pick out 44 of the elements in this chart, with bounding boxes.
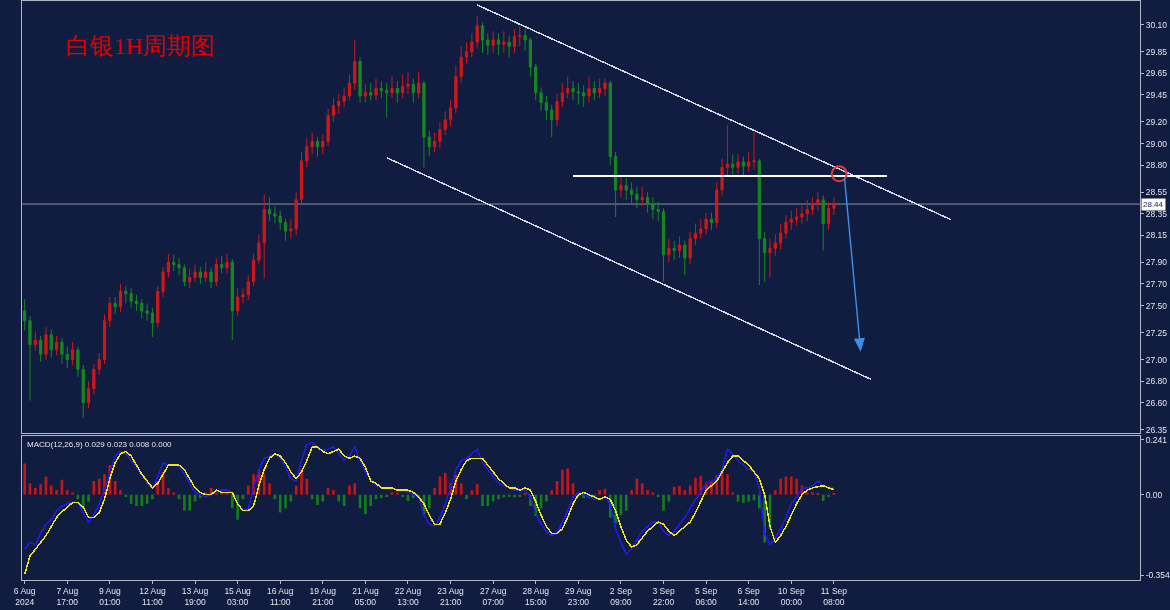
y-tick-label: 27.25 (1145, 327, 1168, 338)
y-tick-label: 26.80 (1145, 376, 1168, 387)
y-tick-label: 27.70 (1145, 278, 1168, 289)
y-tick-label: 30.10 (1145, 19, 1168, 30)
x-tick-label: 21 Aug 05:00 (352, 586, 379, 608)
y-tick-label: 29.20 (1145, 116, 1168, 127)
text: MACD(12,26,9) 0.029 0.023 0.008 0.000 (27, 440, 173, 449)
x-tick-label: 23 Aug 21:00 (437, 586, 465, 608)
x-tick-label: 9 Aug 01:00 (98, 586, 121, 608)
text: 白银1H周期图 (66, 33, 216, 59)
y-tick-label: 27.50 (1145, 300, 1168, 311)
x-tick-label: 22 Aug 13:00 (394, 586, 422, 608)
x-tick-label: 16 Aug 11:00 (266, 586, 294, 608)
x-tick-label: 12 Aug 11:00 (139, 586, 166, 608)
x-tick-label: 15 Aug 03:00 (224, 586, 252, 608)
x-tick-label: 10 Sep 00:00 (777, 586, 806, 608)
y-tick-label: 26.60 (1145, 397, 1168, 408)
x-tick-label: 7 Aug 17:00 (56, 586, 79, 608)
x-tick-label: 11 Sep 08:00 (820, 586, 848, 608)
x-tick-label: 27 Aug 07:00 (479, 586, 507, 608)
y-tick-label: 29.65 (1145, 68, 1168, 79)
y-tick-label: 29.45 (1145, 89, 1168, 100)
y-tick-label: 28.55 (1145, 187, 1168, 198)
x-tick-label: 13 Aug 19:00 (181, 586, 209, 608)
y-tick-label: 28.80 (1145, 160, 1168, 171)
x-tick-label: 19 Aug 21:00 (309, 586, 337, 608)
x-tick-label: 5 Sep 06:00 (695, 586, 718, 608)
x-tick-label: 3 Sep 22:00 (652, 586, 675, 608)
y-tick-label: 0.00 (1145, 489, 1163, 500)
x-tick-label: 6 Aug 2024 (13, 586, 36, 608)
ref-line-label: 28.44 (1143, 200, 1164, 209)
y-tick-label: -0.354 (1145, 570, 1170, 581)
x-tick-label: 2 Sep 09:00 (609, 586, 633, 608)
y-tick-label: 0.241 (1145, 434, 1168, 445)
y-tick-label: 29.00 (1145, 138, 1168, 149)
y-tick-label: 28.15 (1145, 230, 1168, 241)
x-tick-label: 28 Aug 15:00 (522, 586, 550, 608)
y-tick-label: 28.35 (1145, 208, 1168, 219)
y-tick-label: 29.85 (1145, 46, 1168, 57)
x-tick-label: 6 Sep 14:00 (737, 586, 761, 608)
y-tick-label: 26.35 (1145, 424, 1168, 435)
x-tick-label: 29 Aug 23:00 (565, 586, 592, 608)
y-tick-label: 27.00 (1145, 354, 1168, 365)
y-tick-label: 27.90 (1145, 257, 1168, 268)
